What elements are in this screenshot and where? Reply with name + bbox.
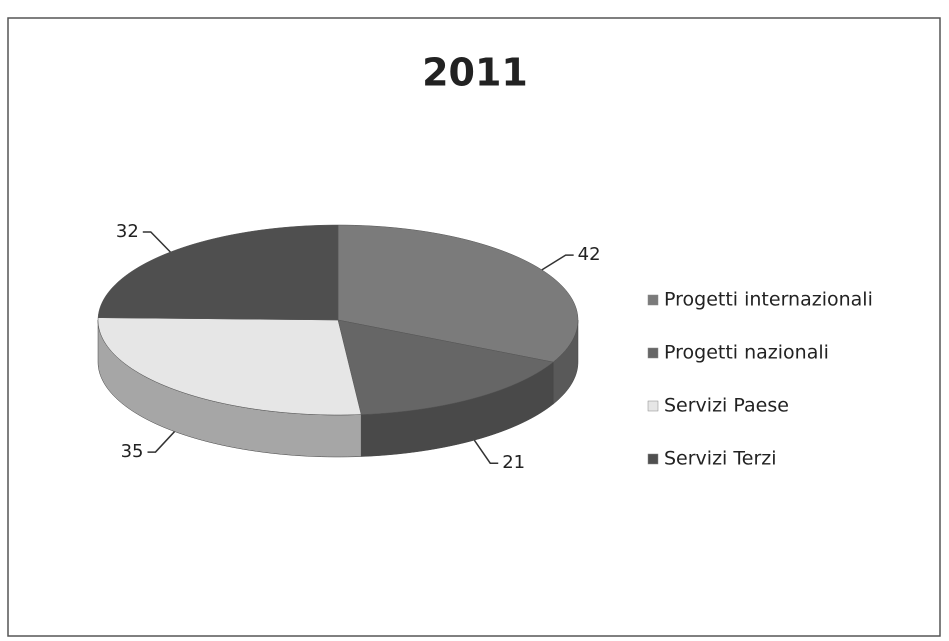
legend-label: Progetti nazionali — [664, 342, 829, 364]
slice — [337, 224, 579, 363]
data-label: 42 — [578, 244, 601, 265]
legend-swatch — [647, 347, 659, 359]
legend-label: Servizi Paese — [664, 395, 789, 417]
chart-title: 2011 — [422, 51, 528, 95]
legend-swatch — [647, 294, 659, 306]
leader-line — [541, 254, 574, 271]
legend-label: Progetti internazionali — [664, 289, 873, 311]
slice — [337, 319, 554, 415]
leader-line — [473, 439, 499, 464]
data-label: 32 — [116, 221, 139, 242]
legend-swatch — [647, 453, 659, 465]
slice — [97, 317, 362, 416]
data-label: 21 — [502, 452, 525, 473]
leader-line — [142, 231, 171, 253]
leader-line — [147, 431, 176, 453]
data-label: 35 — [121, 441, 144, 462]
legend-swatch — [647, 400, 659, 412]
legend-label: Servizi Terzi — [664, 448, 777, 470]
